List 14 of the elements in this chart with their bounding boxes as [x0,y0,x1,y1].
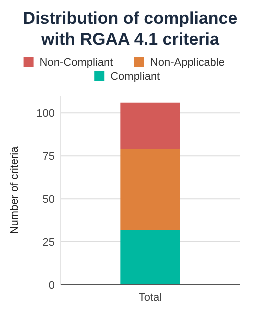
x-tick-label: Total [138,292,162,304]
y-tick-label: 50 [42,194,55,206]
y-tick-label: 0 [48,280,55,292]
legend-label: Non-Compliant [40,57,114,69]
legend-label: Compliant [110,71,160,83]
y-tick-label: 75 [42,151,55,164]
legend-label: Non-Applicable [150,57,226,69]
y-tick-label: 25 [42,237,55,250]
y-axis-title: Number of criteria [9,146,21,234]
bar [120,230,180,285]
y-tick-label: 100 [36,108,55,120]
bar [120,149,180,230]
bar [120,102,180,150]
chart-title: Distribution of compliance with RGAA 4.1 criteria [23,9,238,49]
